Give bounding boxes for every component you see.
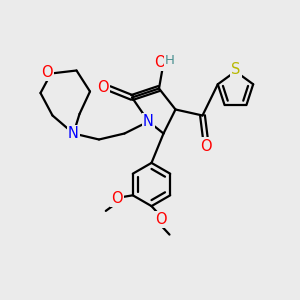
Text: O: O [154,55,165,70]
Text: O: O [155,212,167,227]
Text: N: N [68,126,79,141]
Text: O: O [111,191,123,206]
Text: O: O [97,80,109,94]
Text: H: H [165,54,175,67]
Text: N: N [143,114,154,129]
Text: O: O [42,65,53,80]
Text: S: S [231,62,241,77]
Text: O: O [200,139,211,154]
